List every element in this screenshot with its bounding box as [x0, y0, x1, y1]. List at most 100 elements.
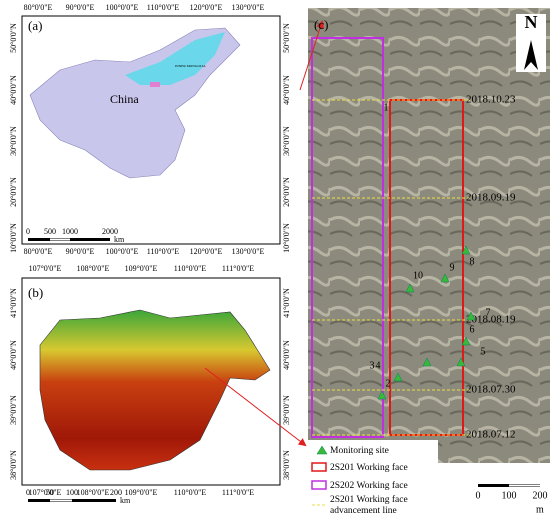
- scale-label: 100: [502, 490, 517, 501]
- site-label: 9: [450, 262, 455, 273]
- legend-site-icon: [316, 445, 328, 455]
- site-label: 2: [386, 378, 391, 389]
- lon-label: 109°0'0"E: [125, 264, 158, 273]
- region-label: INNER MONGOLIA: [175, 64, 206, 68]
- lon-label: 130°0'0"E: [232, 3, 265, 12]
- lon-label: 90°0'0"E: [66, 3, 95, 12]
- country-label: China: [110, 92, 139, 106]
- lat-label: 40°0'0"N: [282, 75, 291, 105]
- lon-label: 111°0'0"E: [222, 488, 254, 497]
- legend-label: Monitoring site: [330, 446, 389, 456]
- site-label: 5: [481, 346, 486, 357]
- lon-label: 130°0'0"E: [232, 247, 265, 256]
- monitoring-site: [461, 245, 471, 255]
- lat-label: 38°0'0"N: [9, 450, 18, 480]
- lon-label: 110°0'0"E: [147, 3, 180, 12]
- lat-label: 30°0'0"N: [9, 126, 18, 156]
- site-label: 4: [376, 360, 381, 371]
- lon-label: 100°0'0"E: [106, 3, 139, 12]
- lon-label: 100°0'0"E: [106, 247, 139, 256]
- lat-label: 10°0'0"N: [282, 223, 291, 253]
- legend-label: 2S201 Working face advancement line: [330, 494, 408, 516]
- legend-red-rect: [311, 462, 327, 472]
- lon-label: 108°0'0"E: [77, 264, 110, 273]
- north-label: N: [525, 12, 538, 32]
- lat-label: 41°0'0"N: [9, 288, 18, 318]
- site-label: 10: [413, 270, 423, 281]
- scale-label: 0: [26, 227, 30, 236]
- scale-label: 200: [533, 490, 548, 501]
- site-label: 3: [370, 360, 375, 371]
- scale-label: 2000: [102, 227, 118, 236]
- face-2s201: [389, 99, 464, 436]
- date-label: 2018.07.30: [466, 384, 516, 396]
- site-label: 7: [486, 307, 491, 318]
- lon-label: 110°0'0"E: [174, 488, 207, 497]
- panel-label: (b): [28, 285, 43, 300]
- monitoring-site: [461, 336, 471, 346]
- scale-bar-seg: [509, 484, 540, 487]
- lat-label: 50°0'0"N: [282, 23, 291, 53]
- monitoring-site: [405, 283, 415, 293]
- site-label: 8: [470, 256, 475, 267]
- link-arrow: [204, 367, 307, 447]
- date-label: 2018.09.19: [466, 192, 516, 204]
- satellite-image: [308, 8, 550, 463]
- site-label: 1: [384, 102, 389, 113]
- date-label: 2018.07.12: [466, 429, 516, 441]
- lon-label: 109°0'0"E: [125, 488, 158, 497]
- scale-label: 1000: [62, 227, 78, 236]
- inner-mongolia: [125, 32, 225, 85]
- scale-label: 100: [66, 488, 78, 497]
- dem-region: [39, 309, 271, 471]
- date-label: 2018.08.19: [466, 314, 516, 326]
- lat-label: 40°0'0"N: [9, 340, 18, 370]
- panel-label: (c): [314, 17, 328, 32]
- lon-label: 120°0'0"E: [190, 3, 223, 12]
- lon-label: 110°0'0"E: [174, 264, 207, 273]
- scale-unit: km: [120, 496, 131, 505]
- lat-label: 39°0'0"N: [9, 395, 18, 425]
- lat-label: 50°0'0"N: [9, 23, 18, 53]
- scale-unit: m: [536, 504, 544, 515]
- lon-label: 120°0'0"E: [190, 247, 223, 256]
- monitoring-site: [377, 390, 387, 400]
- scale-label: 50: [46, 488, 54, 497]
- lat-label: 39°0'0"N: [282, 395, 291, 425]
- monitoring-site: [393, 372, 403, 382]
- legend-purple-rect: [311, 480, 327, 490]
- face-2s202: [311, 37, 384, 438]
- scale-unit: km: [114, 235, 125, 244]
- lat-label: 41°0'0"N: [282, 288, 291, 318]
- lat-label: 20°0'0"N: [282, 177, 291, 207]
- scale-label: 500: [44, 227, 56, 236]
- lat-label: 10°0'0"N: [9, 223, 18, 253]
- lon-label: 80°0'0"E: [24, 247, 53, 256]
- scale-label: 200: [110, 488, 122, 497]
- monitoring-site: [422, 357, 432, 367]
- date-label: 2018.10.23: [466, 94, 516, 106]
- lat-label: 40°0'0"N: [282, 340, 291, 370]
- monitoring-site: [456, 357, 466, 367]
- legend-box: [308, 440, 438, 523]
- lon-label: 80°0'0"E: [24, 3, 53, 12]
- monitoring-site: [440, 273, 450, 283]
- lat-label: 20°0'0"N: [9, 177, 18, 207]
- lat-label: 40°0'0"N: [9, 75, 18, 105]
- monitoring-site: [466, 311, 476, 321]
- north-arrow: [524, 40, 538, 70]
- lon-label: 107°0'0"E: [29, 264, 62, 273]
- lat-label: 38°0'0"N: [282, 450, 291, 480]
- lon-label: 111°0'0"E: [222, 264, 254, 273]
- scale-bar-seg: [50, 499, 72, 502]
- site-label: 6: [470, 324, 475, 335]
- study-area-a: [150, 82, 160, 87]
- link-arrow: [299, 20, 324, 91]
- scale-box-c: [470, 470, 550, 515]
- scale-label: 0: [476, 490, 481, 501]
- scale-bar-seg: [50, 238, 70, 241]
- lon-label: 108°0'0"E: [77, 488, 110, 497]
- lon-label: 110°0'0"E: [147, 247, 180, 256]
- lat-label: 30°0'0"N: [282, 126, 291, 156]
